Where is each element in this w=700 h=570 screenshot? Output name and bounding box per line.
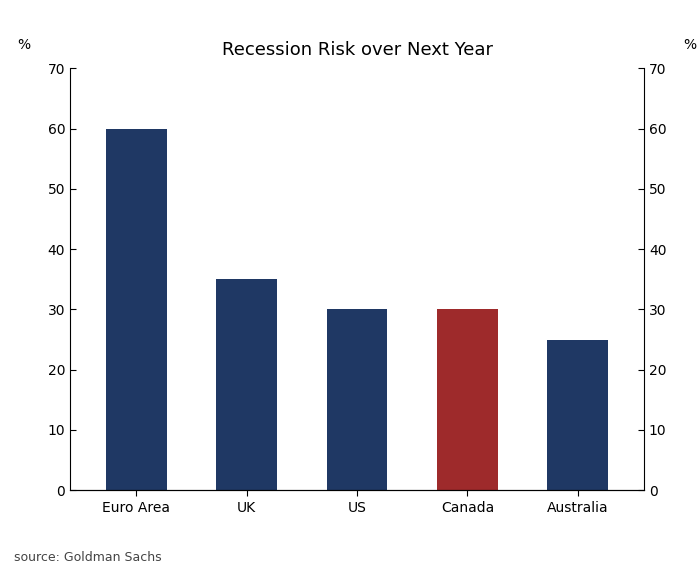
Text: source: Goldman Sachs: source: Goldman Sachs xyxy=(14,551,162,564)
Text: %: % xyxy=(18,38,31,51)
Bar xyxy=(327,310,387,490)
Text: %: % xyxy=(683,38,696,51)
Bar xyxy=(216,279,277,490)
Bar xyxy=(547,340,608,490)
Bar xyxy=(106,129,167,490)
Bar xyxy=(437,310,498,490)
Title: Recession Risk over Next Year: Recession Risk over Next Year xyxy=(221,40,493,59)
